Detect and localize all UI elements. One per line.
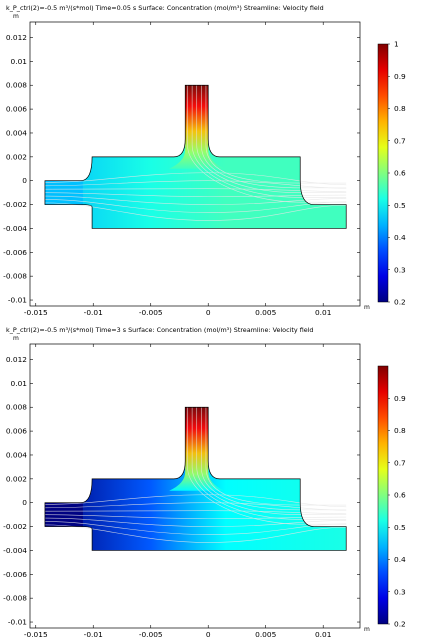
colorbar-tick-label: 0.2: [394, 298, 406, 307]
y-tick-label: -0.002: [3, 522, 27, 531]
chart-panel-2: k_P_ctrl(2)=-0.5 m³/(s*mol) Time=3 s Sur…: [0, 322, 429, 644]
colorbar-tick-label: 0.4: [394, 233, 406, 242]
y-tick-label: -0.008: [3, 272, 27, 281]
streamline: [44, 188, 347, 192]
y-tick-label: 0.002: [6, 474, 27, 483]
streamline: [44, 192, 347, 197]
y-tick-label: -0.01: [8, 618, 27, 627]
y-tick-label: -0.004: [3, 546, 27, 555]
y-tick-label: 0.008: [6, 81, 27, 90]
streamline: [44, 517, 347, 527]
y-tick-label: 0.01: [11, 379, 28, 388]
chart-svg: -0.01 -0.008 -0.006 -0.004 -0.002 0 0.002 0.004…: [3, 335, 406, 639]
x-tick-label: 0.005: [255, 630, 276, 639]
chart-title: k_P_ctrl(2)=-0.5 m³/(s*mol) Time=3 s Sur…: [6, 326, 314, 334]
y-tick-label: -0.006: [3, 248, 27, 257]
streamline: [187, 85, 347, 203]
x-tick-label: -0.005: [139, 630, 163, 639]
streamline: [44, 502, 347, 511]
colorbar-tick-label: 0.9: [394, 394, 406, 403]
chart-title: k_P_ctrl(2)=-0.5 m³/(s*mol) Time=0.05 s …: [6, 4, 324, 12]
colorbar: [377, 43, 389, 303]
streamline: [44, 195, 347, 205]
y-unit-label: m: [13, 13, 19, 20]
chart-panel-1: k_P_ctrl(2)=-0.5 m³/(s*mol) Time=0.05 s …: [3, 4, 406, 317]
streamline: [196, 407, 347, 515]
y-tick-label: -0.004: [3, 224, 27, 233]
y-tick-label: -0.008: [3, 594, 27, 603]
colorbar-tick-label: 0.5: [394, 523, 406, 532]
streamline: [205, 85, 347, 184]
x-tick-label: 0.01: [315, 308, 332, 317]
streamline: [205, 407, 347, 506]
streamline: [187, 407, 347, 525]
chart-svg: -0.01 -0.008 -0.006 -0.004 -0.002 0 0.002 0.004…: [3, 13, 406, 317]
x-tick-label: -0.015: [24, 630, 48, 639]
streamline: [44, 514, 347, 519]
colorbar-tick-label: 0.7: [394, 458, 406, 467]
y-tick-label: 0.006: [6, 105, 27, 114]
streamline: [44, 510, 347, 514]
geometry-outline: [44, 84, 347, 229]
streamline: [191, 85, 347, 198]
colorbar-tick-label: 0.6: [394, 169, 406, 178]
x-unit-label: m: [364, 304, 370, 311]
y-tick-label: 0.002: [6, 152, 27, 161]
streamline: [201, 407, 347, 511]
colorbar-tick-label: 1: [394, 40, 399, 49]
colorbar-tick-label: 0.3: [394, 587, 406, 596]
x-tick-label: 0: [206, 630, 211, 639]
x-tick-label: 0: [206, 308, 211, 317]
colorbar-tick-label: 0.4: [394, 555, 406, 564]
streamline: [196, 85, 347, 193]
streamline: [44, 521, 347, 535]
streamline: [44, 199, 347, 213]
y-tick-label: -0.006: [3, 570, 27, 579]
x-tick-label: 0.005: [255, 308, 276, 317]
streamline: [191, 407, 347, 520]
colorbar-tick-label: 0.8: [394, 426, 406, 435]
colorbar-tick-label: 0.6: [394, 491, 406, 500]
x-unit-label: m: [364, 626, 370, 633]
y-tick-label: 0.004: [6, 128, 27, 137]
x-tick-label: -0.01: [84, 308, 103, 317]
y-tick-label: 0.01: [11, 57, 28, 66]
streamlines: [44, 85, 347, 221]
colorbar-tick-label: 0.7: [394, 136, 406, 145]
y-tick-label: 0.004: [6, 450, 27, 459]
colorbar-tick-label: 0.8: [394, 104, 406, 113]
streamline: [44, 180, 347, 189]
y-tick-label: 0.012: [6, 33, 27, 42]
y-tick-label: 0.008: [6, 403, 27, 412]
colorbar-tick-label: 0.9: [394, 72, 406, 81]
streamline: [44, 524, 347, 543]
y-unit-label: m: [13, 335, 19, 342]
plot-area: [29, 343, 361, 629]
y-tick-label: 0: [22, 498, 27, 507]
x-tick-label: 0.01: [315, 630, 332, 639]
streamline: [44, 202, 347, 221]
streamline: [201, 85, 347, 189]
streamlines: [44, 407, 347, 543]
geometry-outline: [44, 406, 347, 551]
colorbar-tick-label: 0.3: [394, 265, 406, 274]
x-tick-label: -0.015: [24, 308, 48, 317]
x-tick-label: -0.01: [84, 630, 103, 639]
y-tick-label: 0: [22, 176, 27, 185]
y-tick-label: 0.006: [6, 427, 27, 436]
colorbar-tick-label: 0.5: [394, 201, 406, 210]
colorbar-tick-label: 0.2: [394, 620, 406, 629]
y-tick-label: -0.01: [8, 296, 27, 305]
colorbar: [377, 365, 389, 625]
y-tick-label: 0.012: [6, 355, 27, 364]
y-tick-label: -0.002: [3, 200, 27, 209]
x-tick-label: -0.005: [139, 308, 163, 317]
